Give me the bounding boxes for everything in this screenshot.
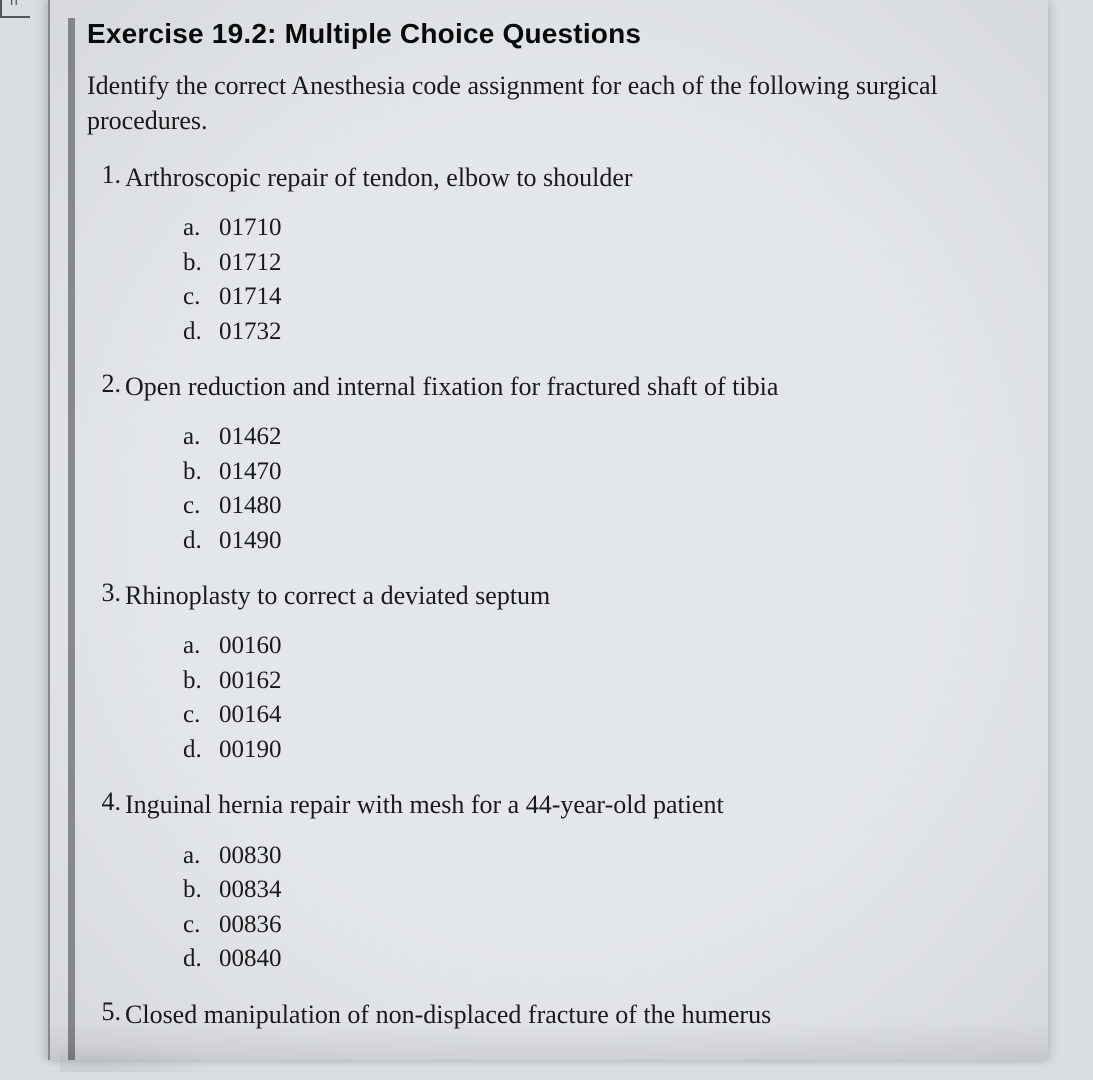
question-number: 2. <box>85 369 121 399</box>
option-item: a. 01710 <box>183 211 1018 246</box>
question-item: 4. Inguinal hernia repair with mesh for … <box>87 787 1018 976</box>
option-value: 00164 <box>219 701 282 728</box>
tab-letter: h <box>10 0 18 8</box>
question-number: 4. <box>85 787 121 817</box>
option-value: 01732 <box>219 318 282 345</box>
option-item: c. 00164 <box>183 698 1018 733</box>
option-value: 00190 <box>219 736 282 763</box>
content-area: Exercise 19.2: Multiple Choice Questions… <box>50 0 1048 1080</box>
option-value: 01712 <box>219 249 282 276</box>
question-number: 5. <box>85 997 121 1027</box>
exercise-instructions: Identify the correct Anesthesia code ass… <box>87 68 1018 138</box>
option-list: a. 00830 b. 00834 c. 00836 d. 00840 <box>125 839 1018 977</box>
document-page: Exercise 19.2: Multiple Choice Questions… <box>48 0 1048 1060</box>
option-value: 00834 <box>219 876 282 903</box>
option-value: 01470 <box>219 458 282 485</box>
option-item: a. 01462 <box>183 420 1018 455</box>
option-item: b. 01712 <box>183 246 1018 281</box>
option-letter: d. <box>183 942 202 977</box>
option-letter: d. <box>183 733 202 768</box>
option-item: d. 00840 <box>183 942 1018 977</box>
option-letter: b. <box>183 873 202 908</box>
option-letter: b. <box>183 455 202 490</box>
option-letter: c. <box>183 280 200 315</box>
option-value: 01490 <box>219 527 282 554</box>
option-item: b. 01470 <box>183 455 1018 490</box>
option-letter: c. <box>183 489 200 524</box>
option-value: 00836 <box>219 911 282 938</box>
exercise-block: Exercise 19.2: Multiple Choice Questions… <box>68 18 1018 1060</box>
option-letter: a. <box>183 420 200 455</box>
option-value: 00830 <box>219 842 282 869</box>
option-item: a. 00160 <box>183 629 1018 664</box>
option-letter: b. <box>183 664 202 699</box>
option-item: c. 01714 <box>183 280 1018 315</box>
option-item: c. 00836 <box>183 908 1018 943</box>
option-letter: c. <box>183 698 200 733</box>
option-letter: a. <box>183 839 200 874</box>
question-item: 5. Closed manipulation of non-displaced … <box>87 997 1018 1032</box>
question-text: Rhinoplasty to correct a deviated septum <box>125 578 1018 613</box>
question-text: Closed manipulation of non-displaced fra… <box>125 997 1018 1032</box>
question-item: 1. Arthroscopic repair of tendon, elbow … <box>87 160 1018 349</box>
option-item: b. 00162 <box>183 664 1018 699</box>
option-value: 01462 <box>219 423 282 450</box>
question-text: Arthroscopic repair of tendon, elbow to … <box>125 160 1018 195</box>
option-value: 01710 <box>219 214 282 241</box>
question-item: 2. Open reduction and internal fixation … <box>87 369 1018 558</box>
exercise-title: Exercise 19.2: Multiple Choice Questions <box>87 18 1018 50</box>
option-value: 00840 <box>219 945 282 972</box>
question-text: Open reduction and internal fixation for… <box>125 369 1018 404</box>
page-tab-mark: h <box>0 0 30 18</box>
option-letter: c. <box>183 908 200 943</box>
option-letter: a. <box>183 629 200 664</box>
option-list: a. 00160 b. 00162 c. 00164 d. 00190 <box>125 629 1018 767</box>
option-value: 01714 <box>219 283 282 310</box>
option-letter: d. <box>183 524 202 559</box>
option-item: b. 00834 <box>183 873 1018 908</box>
option-item: d. 01490 <box>183 524 1018 559</box>
option-item: d. 00190 <box>183 733 1018 768</box>
option-value: 01480 <box>219 492 282 519</box>
option-letter: d. <box>183 315 202 350</box>
option-item: a. 00830 <box>183 839 1018 874</box>
question-number: 3. <box>85 578 121 608</box>
option-value: 00160 <box>219 632 282 659</box>
option-item: d. 01732 <box>183 315 1018 350</box>
question-text: Inguinal hernia repair with mesh for a 4… <box>125 787 1018 822</box>
question-item: 3. Rhinoplasty to correct a deviated sep… <box>87 578 1018 767</box>
option-list: a. 01710 b. 01712 c. 01714 d. 01732 <box>125 211 1018 349</box>
option-value: 00162 <box>219 667 282 694</box>
question-number: 1. <box>85 160 121 190</box>
question-list: 1. Arthroscopic repair of tendon, elbow … <box>87 160 1018 1031</box>
option-item: c. 01480 <box>183 489 1018 524</box>
option-letter: a. <box>183 211 200 246</box>
option-letter: b. <box>183 246 202 281</box>
option-list: a. 01462 b. 01470 c. 01480 d. 01490 <box>125 420 1018 558</box>
